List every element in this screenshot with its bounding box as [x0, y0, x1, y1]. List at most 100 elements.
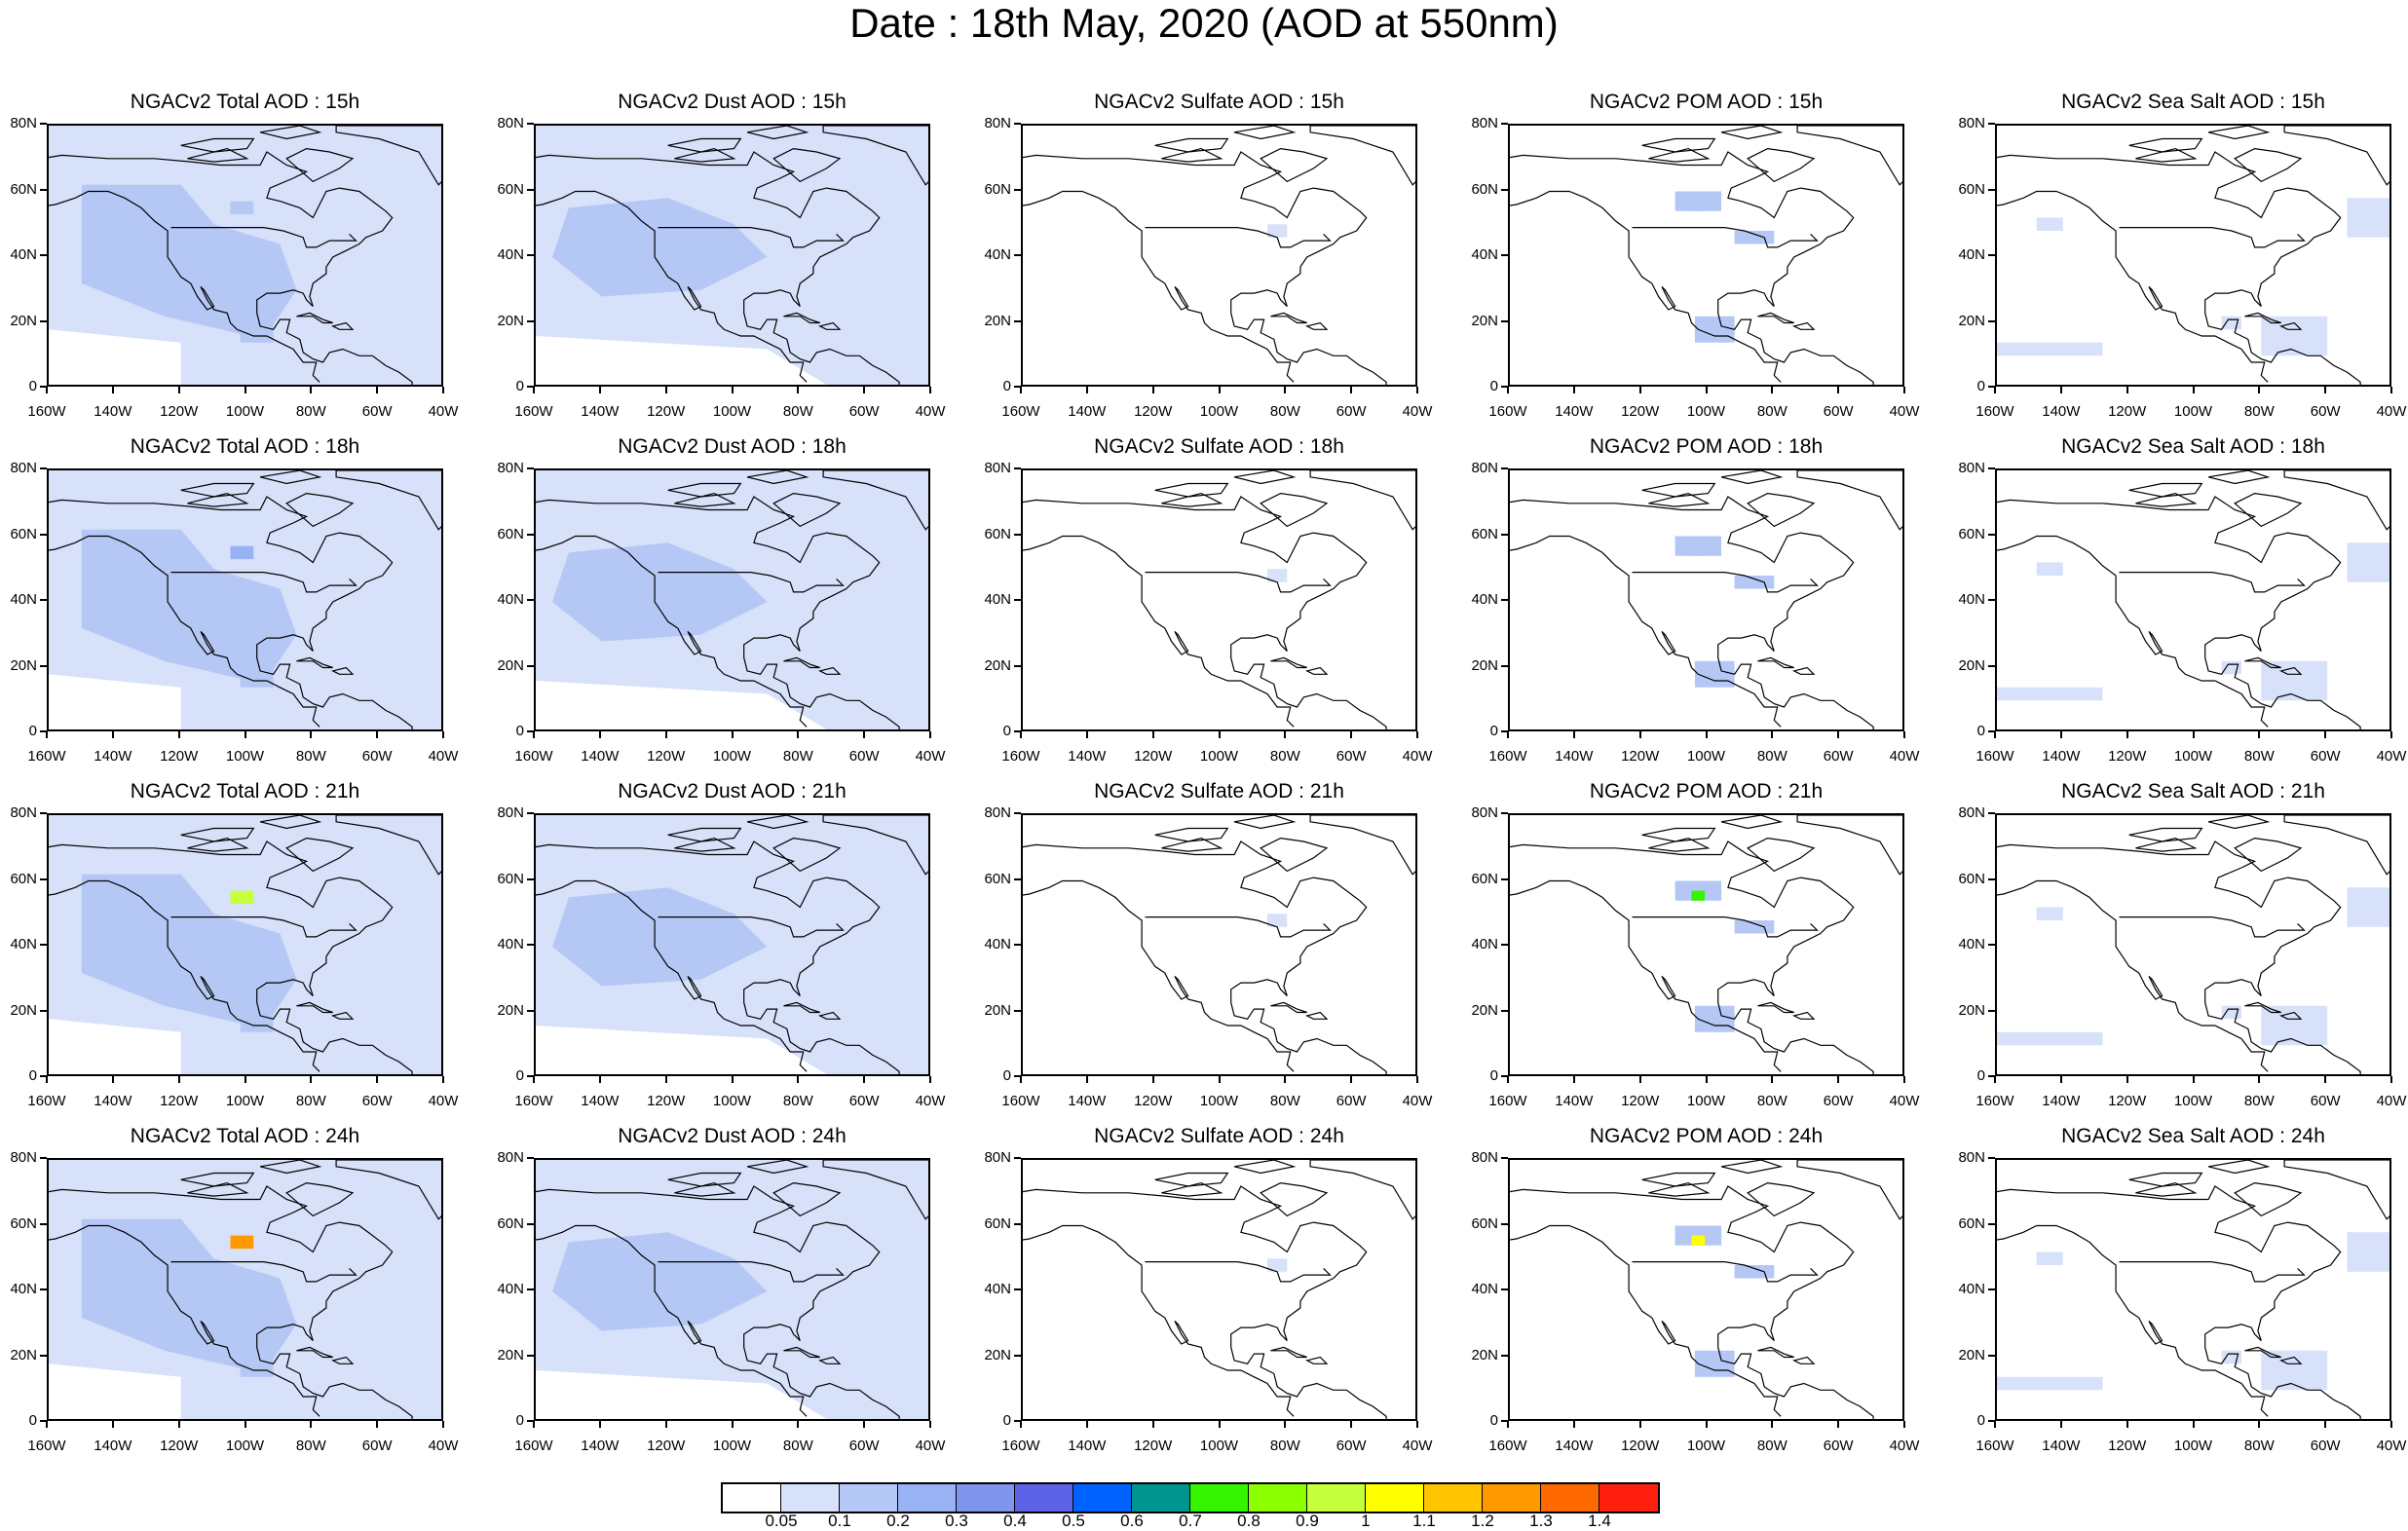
coastline	[1632, 1260, 1819, 1283]
y-tick	[527, 467, 534, 469]
y-tick	[1501, 1075, 1508, 1077]
x-tick	[731, 387, 734, 393]
y-tick-label: 80N	[1958, 460, 1985, 476]
y-tick	[1501, 1354, 1508, 1357]
y-tick	[1014, 123, 1021, 125]
x-tick	[376, 731, 379, 738]
y-tick-label: 40N	[1958, 1281, 1985, 1297]
y-tick-label: 60N	[1958, 525, 1985, 542]
y-tick	[527, 533, 534, 536]
x-tick	[929, 1076, 931, 1083]
map-panel-dust-18h	[534, 468, 930, 731]
island-outline	[1233, 470, 1297, 485]
panel-title-pom-18h: NGACv2 POM AOD : 18h	[1589, 435, 1824, 458]
island-outline	[674, 837, 736, 852]
panel-title-sulfate-21h: NGACv2 Sulfate AOD : 21h	[1094, 780, 1344, 803]
y-tick	[40, 386, 47, 388]
y-tick	[527, 1354, 534, 1357]
y-tick	[527, 1157, 534, 1159]
x-tick-label: 80W	[1269, 1438, 1300, 1454]
aod-field-patch	[536, 1370, 827, 1419]
island-outline	[2128, 482, 2203, 498]
y-tick-label: 0	[1489, 723, 1498, 739]
x-tick-label: 140W	[2042, 403, 2081, 420]
x-tick-label: 140W	[1068, 1093, 1107, 1109]
y-tick-label: 60N	[497, 870, 524, 887]
aod-field-patch	[2036, 562, 2063, 576]
x-tick	[244, 731, 246, 738]
x-tick-label: 40W	[1402, 1438, 1433, 1454]
panel-title-pom-24h: NGACv2 POM AOD : 24h	[1589, 1125, 1824, 1147]
x-tick-label: 80W	[2243, 403, 2275, 420]
x-tick-label: 120W	[647, 748, 686, 765]
y-tick-label: 0	[1489, 378, 1498, 394]
x-tick-label: 120W	[160, 1093, 199, 1109]
x-tick-label: 40W	[1402, 1093, 1433, 1109]
island-outline	[335, 470, 441, 531]
island-outline	[1796, 815, 1902, 876]
y-tick-label: 0	[1976, 1067, 1985, 1084]
aod-field-patch	[1734, 576, 1775, 589]
aod-field-patch	[230, 201, 254, 215]
y-tick-label: 80N	[984, 1149, 1011, 1166]
y-tick-label: 60N	[1958, 1214, 1985, 1232]
x-tick	[863, 1421, 866, 1428]
x-tick-label: 80W	[295, 1093, 326, 1109]
coastline	[1510, 840, 1874, 1074]
colorbar-swatch	[1307, 1484, 1366, 1512]
x-tick	[2059, 731, 2062, 738]
island-outline	[1161, 492, 1223, 507]
coastline	[170, 571, 357, 593]
island-outline	[1260, 492, 1329, 528]
map-panel-pom-21h	[1508, 813, 1904, 1076]
panel-title-dust-21h: NGACv2 Dust AOD : 21h	[618, 780, 847, 803]
y-tick-label: 60N	[10, 870, 37, 887]
x-tick	[1705, 731, 1708, 738]
y-tick	[40, 254, 47, 256]
island-outline	[1154, 137, 1229, 153]
x-tick-label: 60W	[2310, 1438, 2341, 1454]
island-outline	[1154, 1172, 1229, 1187]
x-tick	[1218, 731, 1221, 738]
y-tick-label: 20N	[497, 1001, 524, 1019]
x-tick-label: 140W	[581, 1093, 620, 1109]
island-outline	[296, 656, 333, 669]
aod-field-patch	[2036, 907, 2063, 920]
x-tick	[1218, 1421, 1221, 1428]
y-tick-label: 20N	[1958, 1001, 1985, 1019]
y-tick	[1988, 1075, 1995, 1077]
x-tick-label: 60W	[848, 403, 880, 420]
x-tick	[1020, 1421, 1022, 1428]
island-outline	[2207, 470, 2271, 485]
island-outline	[1641, 827, 1716, 842]
island-outline	[1309, 126, 1415, 186]
x-tick	[1416, 1076, 1418, 1083]
y-tick-label: 20N	[1471, 1346, 1498, 1363]
island-outline	[2278, 666, 2303, 675]
y-tick-label: 40N	[1471, 246, 1498, 263]
x-tick	[1572, 1076, 1575, 1083]
colorbar-label: 1.4	[1588, 1512, 1611, 1530]
aod-field-patch	[1694, 1005, 1735, 1032]
x-tick-label: 40W	[428, 748, 459, 765]
x-tick	[1771, 387, 1774, 393]
x-tick-label: 120W	[2108, 1438, 2147, 1454]
x-tick-label: 140W	[94, 1093, 132, 1109]
x-tick-label: 100W	[2173, 748, 2213, 765]
map-panel-sulfate-21h	[1021, 813, 1417, 1076]
y-tick	[1988, 123, 1995, 125]
x-tick	[1638, 387, 1641, 393]
x-tick	[2390, 1076, 2392, 1083]
x-tick-label: 60W	[848, 1438, 880, 1454]
y-tick	[1501, 188, 1508, 191]
y-tick-label: 80N	[497, 460, 524, 476]
x-tick-label: 80W	[1269, 403, 1300, 420]
y-tick-label: 20N	[497, 656, 524, 674]
island-outline	[335, 1160, 441, 1220]
x-tick-label: 40W	[915, 748, 946, 765]
x-tick-label: 140W	[2042, 748, 2081, 765]
y-tick	[40, 123, 47, 125]
y-tick	[527, 386, 534, 388]
x-tick-label: 80W	[1756, 1093, 1787, 1109]
x-tick	[1903, 387, 1905, 393]
